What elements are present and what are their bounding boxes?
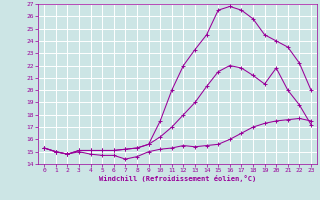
X-axis label: Windchill (Refroidissement éolien,°C): Windchill (Refroidissement éolien,°C) — [99, 175, 256, 182]
